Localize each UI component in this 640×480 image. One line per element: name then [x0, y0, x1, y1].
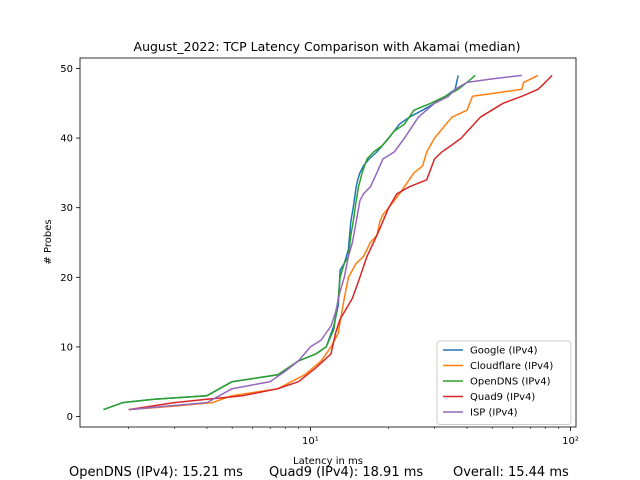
y-tick-label: 10	[60, 342, 73, 353]
legend-box	[436, 340, 572, 425]
legend-label: Quad9 (IPv4)	[470, 392, 535, 403]
x-tick-label: 10¹	[302, 436, 319, 447]
footer-quad9-median: Quad9 (IPv4): 18.91 ms	[269, 465, 424, 480]
series-line-4	[128, 74, 522, 411]
chart-title: August_2022: TCP Latency Comparison with…	[134, 39, 521, 54]
y-tick-label: 30	[60, 203, 73, 214]
legend-label: OpenDNS (IPv4)	[470, 377, 551, 388]
legend-label: Cloudflare (IPv4)	[470, 361, 553, 372]
plot-frame	[79, 57, 577, 428]
series-line-2	[103, 74, 476, 411]
y-tick-label: 50	[60, 64, 73, 75]
y-tick-label: 40	[60, 134, 73, 145]
series-line-0	[103, 75, 459, 411]
footer-opendns-median: OpenDNS (IPv4): 15.21 ms	[69, 465, 243, 480]
legend-label: Google (IPv4)	[470, 346, 538, 357]
x-axis-label: Latency in ms	[293, 456, 363, 467]
y-tick-label: 20	[60, 273, 73, 284]
footer-overall-median: Overall: 15.44 ms	[453, 465, 569, 480]
x-tick-label: 10²	[562, 436, 579, 447]
y-tick-label: 0	[67, 412, 73, 423]
series-line-3	[128, 74, 553, 411]
legend-label: ISP (IPv4)	[470, 408, 518, 419]
legend: Google (IPv4) Cloudflare (IPv4) OpenDNS (I…	[436, 340, 572, 425]
y-axis-label: # Probes	[43, 219, 54, 264]
